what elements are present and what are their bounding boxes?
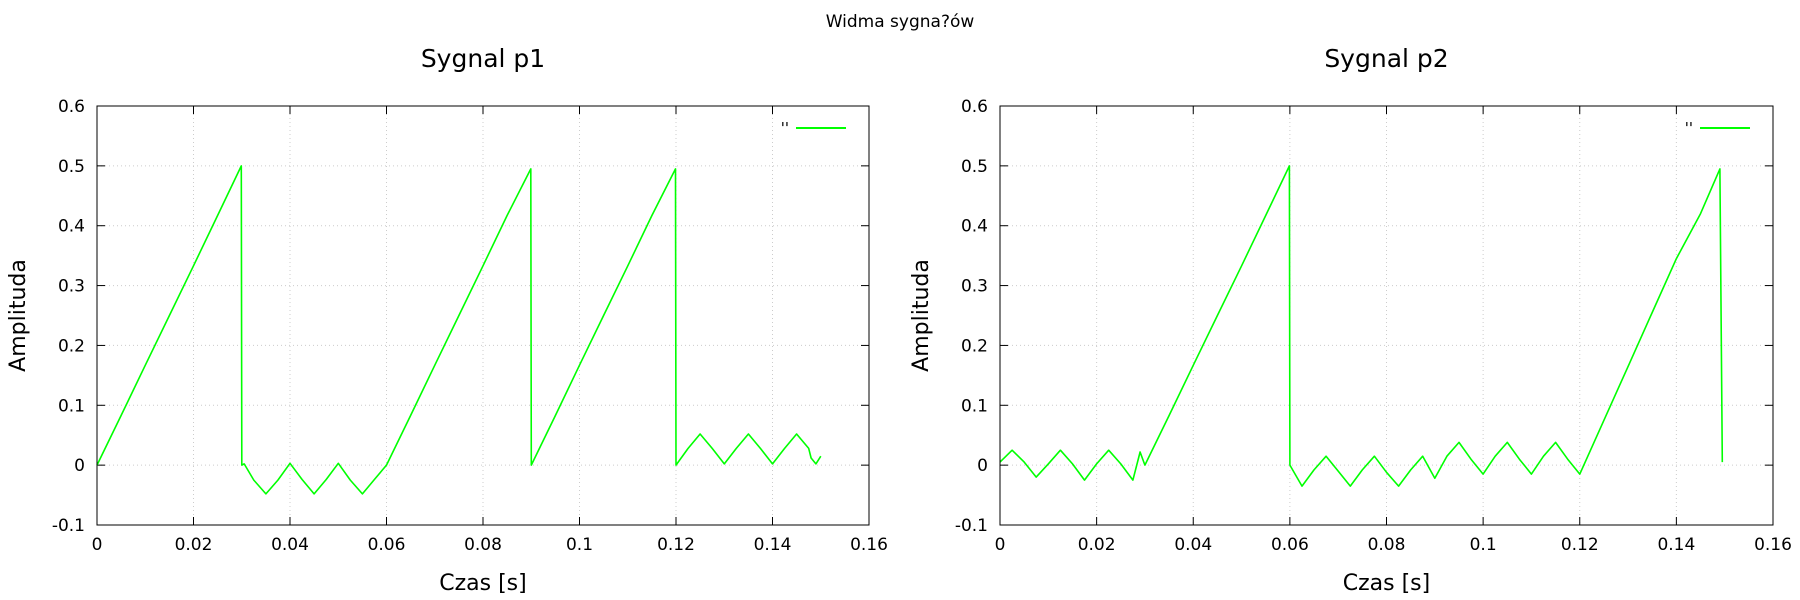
grid	[97, 106, 869, 525]
legend: ''	[1685, 119, 1750, 137]
x-tick-label: 0.02	[175, 535, 213, 555]
x-tick-label: 0.16	[1754, 535, 1792, 555]
axis-ticks: 0 0.02 0.04 0.06 0.08 0.1 0.12 0.14 0.16 -0.1 0 0.1…	[52, 97, 888, 555]
x-tick-label: 0.04	[271, 535, 309, 555]
x-tick-label: 0	[92, 535, 103, 555]
plot-frame	[96, 105, 870, 526]
axis-ticks: 0 0.02 0.04 0.06 0.08 0.1 0.12 0.14 0.16 -0.1 0 0.1…	[955, 97, 1792, 555]
y-tick-label: 0.6	[58, 97, 85, 117]
x-tick-label: 0	[995, 535, 1006, 555]
x-tick-label: 0.04	[1174, 535, 1212, 555]
y-axis-label: Amplituda	[909, 259, 934, 372]
x-tick-label: 0.02	[1078, 535, 1116, 555]
x-tick-label: 0.08	[464, 535, 502, 555]
plot-title: Sygnal p2	[1324, 44, 1448, 73]
grid	[1000, 106, 1773, 525]
x-tick-label: 0.16	[850, 535, 888, 555]
x-tick-label: 0.1	[566, 535, 593, 555]
y-tick-label: 0.3	[58, 277, 85, 297]
y-tick-label: 0.1	[58, 396, 85, 416]
plot-title: Sygnal p1	[421, 44, 545, 73]
y-tick-label: 0.5	[58, 157, 85, 177]
x-tick-label: 0.06	[1271, 535, 1309, 555]
data-series	[999, 165, 1724, 487]
x-tick-label: 0.1	[1470, 535, 1497, 555]
x-tick-label: 0.06	[368, 535, 406, 555]
x-axis-label: Czas [s]	[439, 571, 526, 596]
x-tick-label: 0.08	[1368, 535, 1406, 555]
legend: ''	[781, 119, 846, 137]
plot-frame	[999, 105, 1774, 526]
y-tick-label: 0.2	[58, 336, 85, 356]
series-line	[999, 165, 1724, 487]
legend-label: ''	[781, 119, 789, 137]
y-tick-label: 0.4	[961, 217, 988, 237]
x-tick-label: 0.14	[754, 535, 792, 555]
x-tick-label: 0.12	[657, 535, 695, 555]
y-tick-label: 0.1	[961, 396, 988, 416]
y-tick-label: 0.3	[961, 277, 988, 297]
y-tick-label: 0	[74, 456, 85, 476]
y-tick-label: -0.1	[955, 516, 988, 536]
x-tick-label: 0.12	[1561, 535, 1599, 555]
legend-label: ''	[1685, 119, 1693, 137]
x-axis-label: Czas [s]	[1343, 571, 1430, 596]
y-tick-label: 0.5	[961, 157, 988, 177]
y-axis-label: Amplituda	[6, 259, 31, 372]
y-tick-label: 0.4	[58, 217, 85, 237]
x-tick-label: 0.14	[1657, 535, 1695, 555]
y-tick-label: -0.1	[52, 516, 85, 536]
data-series	[96, 165, 822, 495]
plot-panel-p2: Sygnal p2 Czas [s] Amplituda 0 0.02 0.04 0.…	[909, 44, 1792, 596]
plot-panel-p1: Sygnal p1 Czas [s] Amplituda 0 0.02 0.04 0.…	[6, 44, 888, 596]
y-tick-label: 0	[977, 456, 988, 476]
y-tick-label: 0.2	[961, 336, 988, 356]
figure-suptitle: Widma sygna?ów	[826, 12, 975, 32]
series-line	[96, 165, 822, 495]
y-tick-label: 0.6	[961, 97, 988, 117]
